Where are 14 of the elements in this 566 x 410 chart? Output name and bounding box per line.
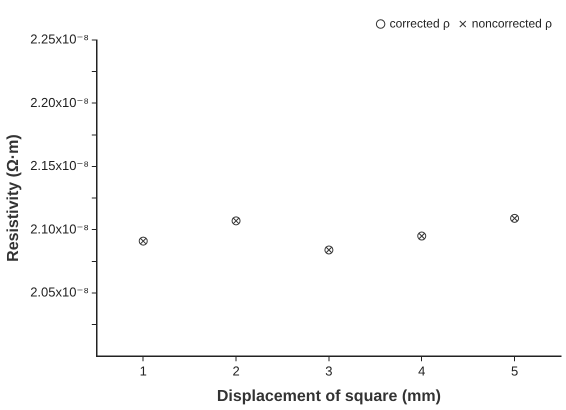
y-tick-label: 2.20x10⁻⁸ <box>30 94 89 110</box>
x-tick-label: 4 <box>418 364 426 379</box>
x-tick-label: 3 <box>325 364 333 379</box>
x-tick-label: 1 <box>140 364 147 379</box>
y-tick-label: 2.25x10⁻⁸ <box>30 32 89 47</box>
legend-label: corrected ρ <box>390 16 450 30</box>
x-axis-title: Displacement of square (mm) <box>216 388 441 405</box>
x-tick-label: 5 <box>510 364 518 379</box>
x-tick-label: 2 <box>232 364 240 379</box>
y-axis-title: Resistivity (Ω·m) <box>5 134 22 262</box>
y-tick-label: 2.05x10⁻⁸ <box>30 284 89 300</box>
y-tick-label: 2.10x10⁻⁸ <box>30 221 89 236</box>
legend-label: noncorrected ρ <box>472 16 552 30</box>
y-tick-label: 2.15x10⁻⁸ <box>30 158 89 174</box>
